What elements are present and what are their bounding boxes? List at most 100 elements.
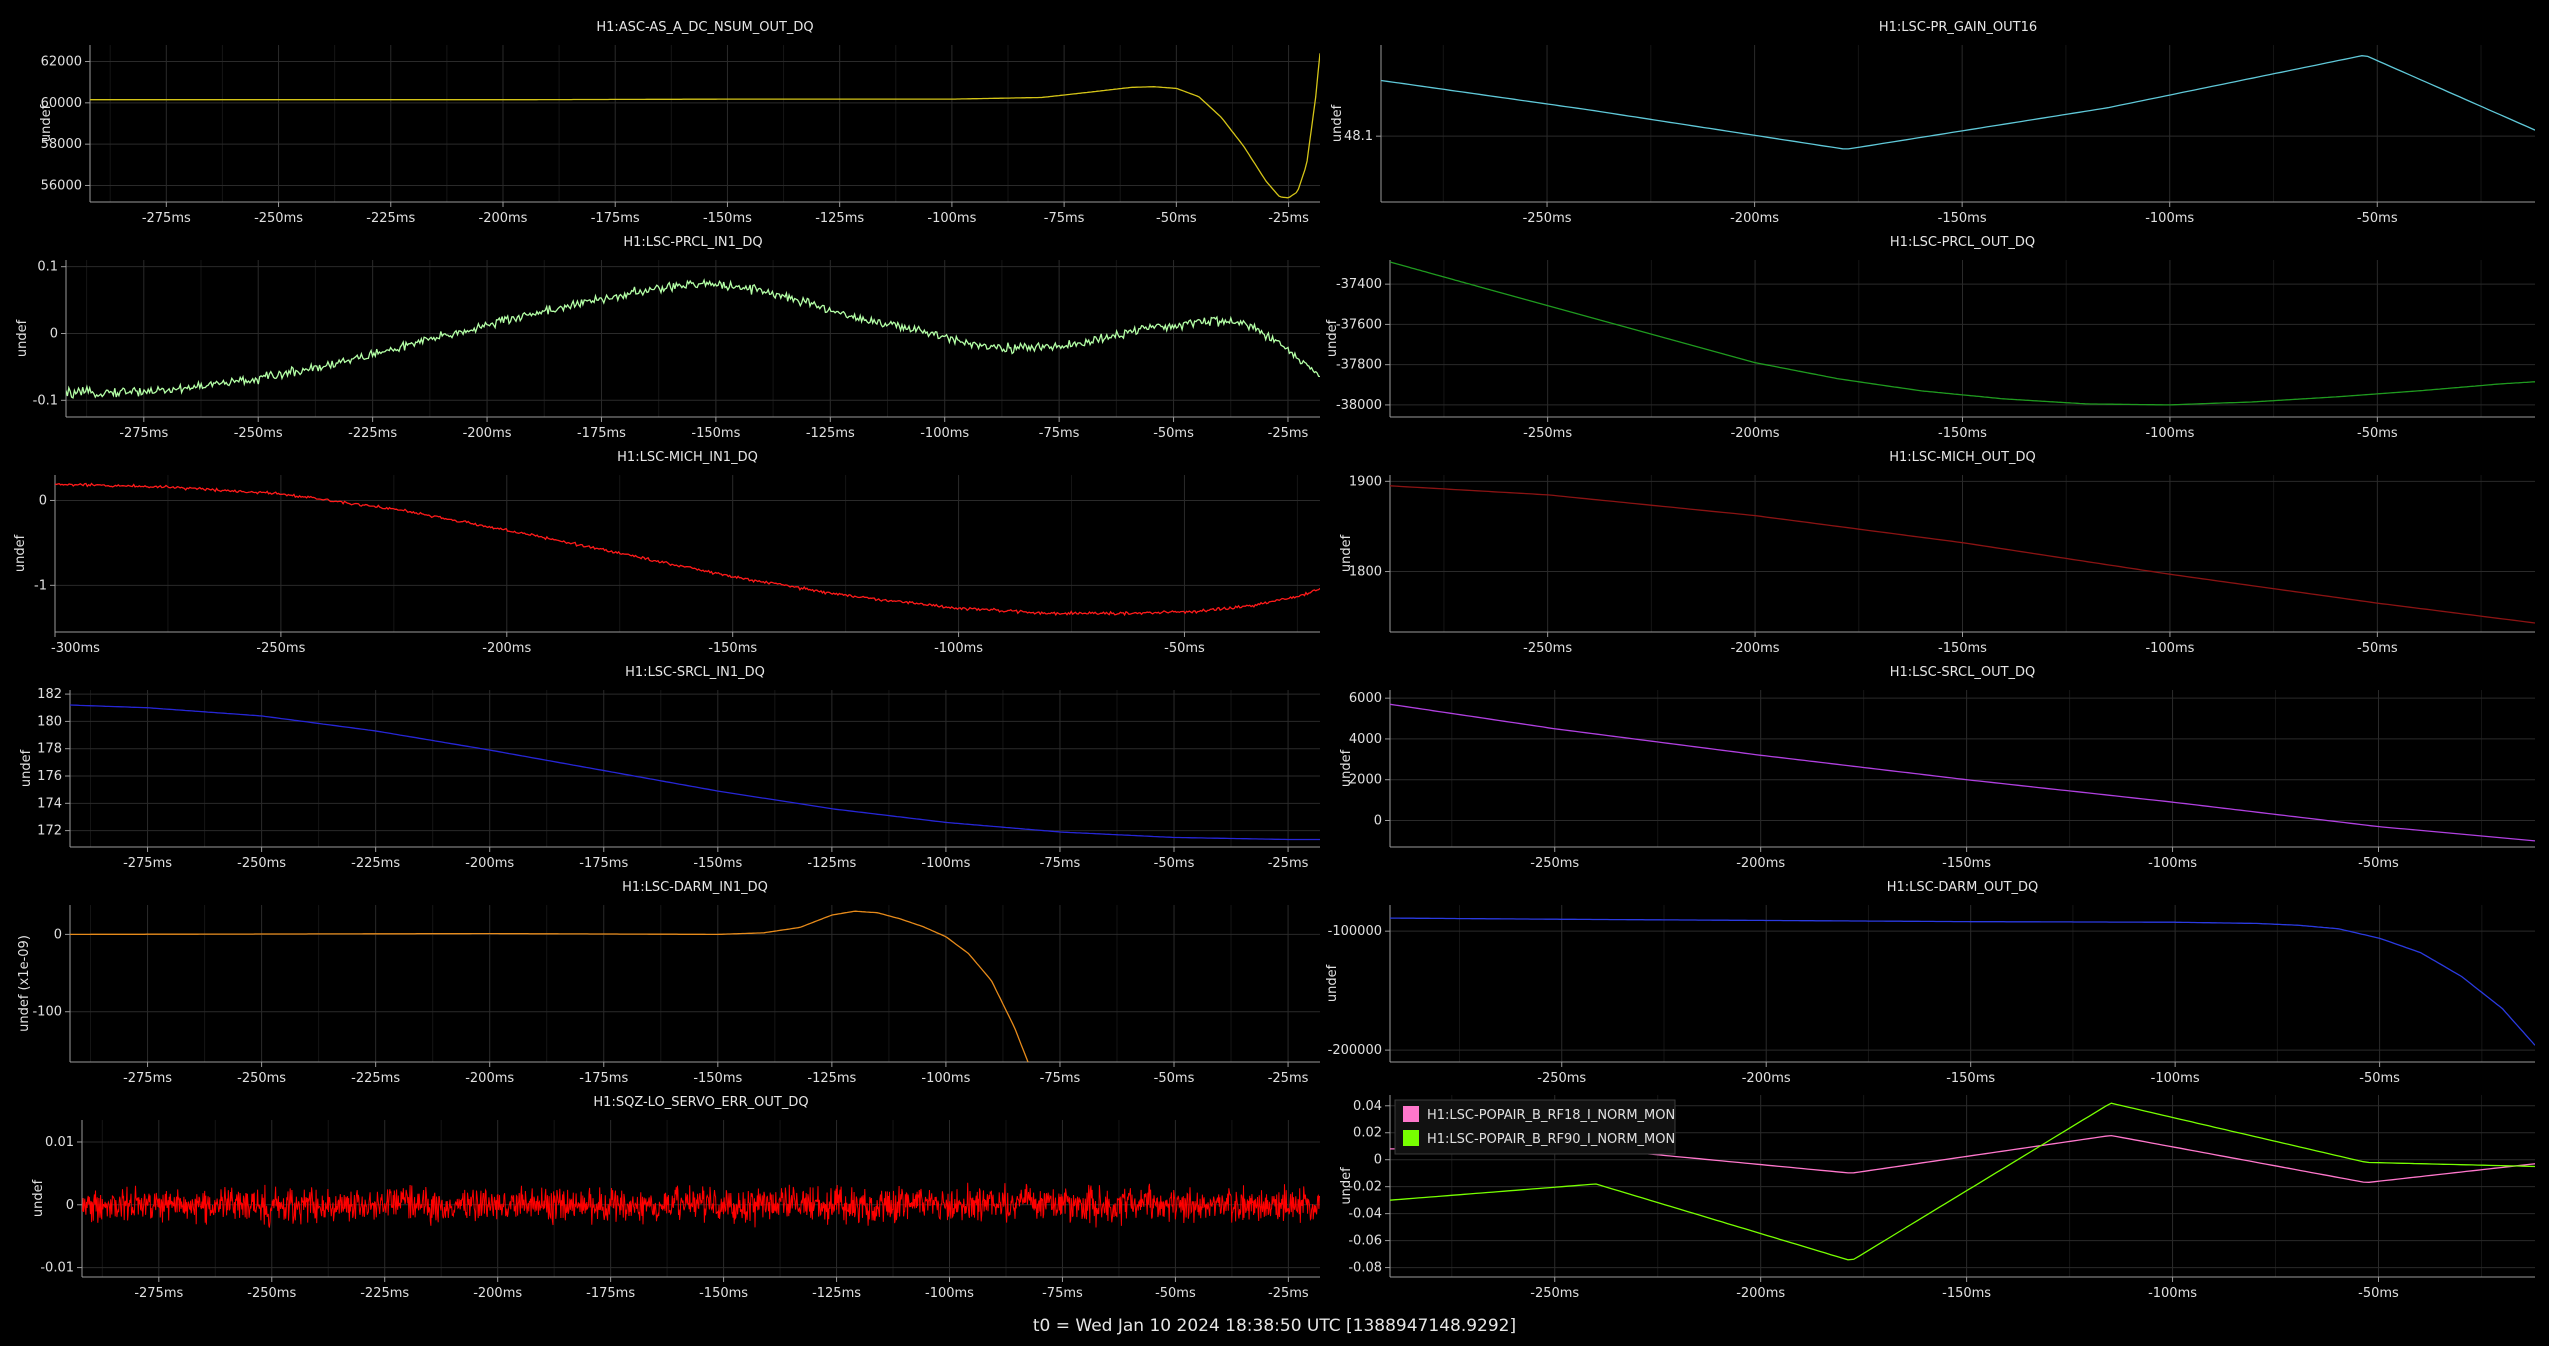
x-tick-label: -75ms: [1044, 211, 1085, 226]
grid-lines: [70, 690, 1320, 847]
x-tick-label: -100ms: [2148, 856, 2197, 871]
x-tick-label: -100ms: [2151, 1071, 2200, 1086]
x-tick-label: -175ms: [579, 1071, 628, 1086]
x-tick-label: -50ms: [2358, 856, 2399, 871]
y-axis-label: undef: [15, 319, 30, 357]
y-tick-label: 1900: [1349, 474, 1382, 489]
chart-title: H1:LSC-MICH_IN1_DQ: [617, 450, 758, 465]
y-axis-label: undef: [31, 1179, 46, 1217]
x-tick-label: -200ms: [1730, 211, 1779, 226]
x-tick-label: -50ms: [1164, 641, 1205, 656]
series-line: [70, 704, 1320, 841]
x-tick-label: -125ms: [807, 1071, 856, 1086]
x-tick-label: -150ms: [1942, 1286, 1991, 1301]
y-axis-label: undef: [19, 749, 34, 787]
x-tick-label: -100ms: [921, 856, 970, 871]
y-tick-label: 56000: [41, 178, 82, 193]
y-tick-label: 172: [37, 824, 62, 839]
series-line: [55, 482, 1320, 617]
grid-lines: [82, 1120, 1320, 1277]
x-tick-label: -225ms: [351, 1071, 400, 1086]
x-tick-label: -275ms: [123, 856, 172, 871]
chart-pr_gain: -250ms -200ms -150ms -100ms -50ms 48.1 H1:LSC-…: [1330, 20, 2535, 226]
x-tick-label: -150ms: [1938, 211, 1987, 226]
x-tick-label: -150ms: [691, 426, 740, 441]
chart-darm_in1: -275ms -250ms -225ms -200ms -175ms -150ms -125…: [17, 880, 1320, 1086]
x-tick-label: -125ms: [807, 856, 856, 871]
grid-lines: [1390, 260, 2535, 417]
chart-sqz: -275ms -250ms -225ms -200ms -175ms -150ms -125…: [31, 1095, 1320, 1301]
series-line: [1390, 261, 2535, 406]
y-axis-label: undef: [1339, 534, 1354, 572]
y-tick-label: -100: [32, 1005, 62, 1020]
grid-lines: [1381, 45, 2535, 202]
legend-swatch: [1403, 1130, 1419, 1146]
chart-darm_out: -250ms -200ms -150ms -100ms -50ms -200000 -100…: [1325, 880, 2535, 1086]
chart-prcl_in1: -275ms -250ms -225ms -200ms -175ms -150ms -125…: [15, 235, 1320, 441]
x-tick-label: -25ms: [1268, 1071, 1309, 1086]
y-tick-label: 174: [37, 796, 62, 811]
grid-lines: [1390, 905, 2535, 1062]
x-tick-label: -50ms: [1154, 1071, 1195, 1086]
series-line: [1390, 703, 2535, 842]
chart-title: H1:SQZ-LO_SERVO_ERR_OUT_DQ: [593, 1095, 808, 1110]
x-tick-label: -50ms: [1155, 1286, 1196, 1301]
x-tick-label: -250ms: [1523, 641, 1572, 656]
y-tick-label: 0: [54, 927, 62, 942]
x-tick-label: -25ms: [1268, 856, 1309, 871]
y-tick-label: 62000: [41, 55, 82, 70]
chart-title: H1:LSC-SRCL_OUT_DQ: [1890, 665, 2036, 680]
x-tick-label: -150ms: [693, 1071, 742, 1086]
grid-lines: [1390, 475, 2535, 632]
y-tick-label: -0.04: [1348, 1207, 1382, 1222]
y-tick-label: -200000: [1328, 1043, 1382, 1058]
x-tick-label: -50ms: [2357, 211, 2398, 226]
y-tick-label: -37400: [1336, 277, 1382, 292]
y-tick-label: 0: [66, 1198, 74, 1213]
chart-asc: -275ms -250ms -225ms -200ms -175ms -150ms -125…: [39, 20, 1320, 226]
x-tick-label: -100ms: [2148, 1286, 2197, 1301]
y-tick-label: -37600: [1336, 317, 1382, 332]
y-axis-label: undef: [39, 104, 54, 142]
x-tick-label: -250ms: [1523, 426, 1572, 441]
x-tick-label: -275ms: [123, 1071, 172, 1086]
x-tick-label: -200ms: [1736, 856, 1785, 871]
legend-entry: H1:LSC-POPAIR_B_RF18_I_NORM_MON: [1427, 1108, 1675, 1123]
x-tick-label: -100ms: [927, 211, 976, 226]
x-tick-label: -75ms: [1040, 1071, 1081, 1086]
x-tick-label: -50ms: [2358, 1286, 2399, 1301]
x-tick-label: -25ms: [1268, 211, 1309, 226]
x-tick-label: -250ms: [256, 641, 305, 656]
x-tick-label: -300ms: [51, 641, 100, 656]
y-tick-label: -1: [34, 578, 47, 593]
y-tick-label: -0.1: [33, 393, 58, 408]
y-tick-label: 180: [37, 714, 62, 729]
y-tick-label: -0.08: [1348, 1261, 1382, 1276]
y-tick-label: -0.01: [40, 1261, 74, 1276]
chart-title: H1:LSC-DARM_OUT_DQ: [1887, 880, 2039, 895]
x-tick-label: -150ms: [1938, 641, 1987, 656]
x-tick-label: -200ms: [465, 856, 514, 871]
x-tick-label: -100ms: [925, 1286, 974, 1301]
x-tick-label: -225ms: [360, 1286, 409, 1301]
legend-entry: H1:LSC-POPAIR_B_RF90_I_NORM_MON: [1427, 1132, 1675, 1147]
x-tick-label: -200ms: [1736, 1286, 1785, 1301]
y-tick-label: 0: [1374, 813, 1382, 828]
x-tick-label: -200ms: [1731, 641, 1780, 656]
chart-title: H1:LSC-PRCL_IN1_DQ: [623, 235, 762, 250]
series-line: [66, 278, 1320, 399]
y-tick-label: 0.02: [1353, 1126, 1382, 1141]
x-tick-label: -275ms: [134, 1286, 183, 1301]
x-tick-label: -150ms: [693, 856, 742, 871]
x-tick-label: -200ms: [463, 426, 512, 441]
series-line: [82, 1182, 1320, 1228]
x-tick-label: -175ms: [579, 856, 628, 871]
x-tick-label: -150ms: [1946, 1071, 1995, 1086]
x-tick-label: -175ms: [586, 1286, 635, 1301]
x-tick-label: -175ms: [591, 211, 640, 226]
legend: H1:LSC-POPAIR_B_RF18_I_NORM_MON H1:LSC-PO…: [1394, 1099, 1676, 1155]
x-tick-label: -75ms: [1040, 856, 1081, 871]
y-tick-label: -100000: [1328, 924, 1382, 939]
y-tick-label: 6000: [1349, 691, 1382, 706]
x-tick-label: -200ms: [473, 1286, 522, 1301]
